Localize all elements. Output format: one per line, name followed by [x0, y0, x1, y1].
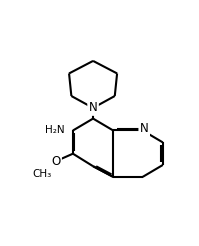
Text: CH₃: CH₃ [32, 169, 52, 179]
Text: H₂N: H₂N [45, 125, 64, 136]
Text: N: N [140, 123, 149, 136]
Text: O: O [51, 155, 60, 168]
Text: N: N [89, 101, 98, 114]
